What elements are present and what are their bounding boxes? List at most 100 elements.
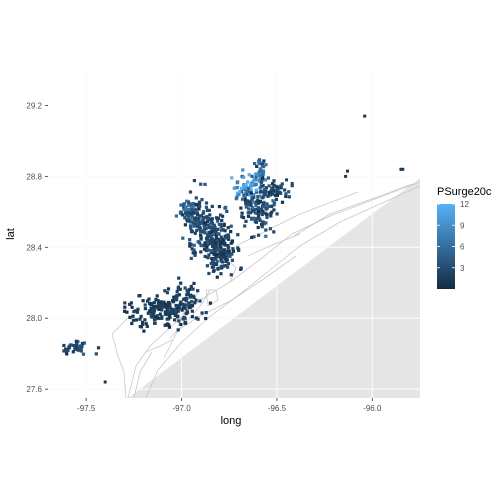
coastline-segment [111,317,129,399]
surge-point [177,319,181,323]
surge-point [197,217,201,221]
surge-point [225,258,229,262]
surge-point [241,168,245,172]
surge-point [188,224,193,228]
land-region-layer [128,178,420,398]
surge-point [184,213,188,217]
surge-point [265,212,269,216]
surge-point [167,325,171,329]
surge-point [200,311,204,315]
surge-point [213,241,217,245]
surge-point [229,224,233,228]
surge-point [270,192,275,196]
surge-point [144,322,148,326]
surge-point [275,193,279,197]
surge-point [179,322,183,326]
surge-point [264,234,268,238]
surge-point [248,183,252,187]
y-tick-label: 27.6 [26,385,42,394]
surge-point [198,200,202,204]
surge-point [214,235,218,240]
surge-point [252,235,256,239]
surge-point [190,220,194,224]
surge-point [171,308,175,312]
surge-point [258,194,262,198]
surge-point [246,186,250,190]
surge-point [344,174,348,178]
surge-point [132,310,136,314]
surge-point [178,302,182,306]
surge-point [220,252,224,257]
surge-point [154,304,158,308]
surge-point [248,193,252,197]
surge-point [188,190,193,194]
surge-point [202,229,206,233]
surge-point [246,199,250,203]
surge-point [261,172,265,176]
surge-point [143,307,147,311]
surge-point [238,190,242,194]
surge-point [187,216,191,220]
surge-point [279,184,283,188]
surge-point [210,231,214,235]
surge-point [204,236,209,241]
surge-point [223,229,227,233]
surge-point [264,221,268,225]
surge-point [207,208,211,212]
surge-point [196,317,200,321]
surge-point [227,235,231,239]
surge-point [172,295,176,299]
surge-point [264,228,268,232]
surge-point [212,258,216,262]
surge-point [199,182,203,186]
surge-point [173,298,177,302]
surge-point [268,204,272,209]
surge-point [240,186,244,190]
surge-point [236,233,240,237]
surge-point [123,309,127,313]
surge-point [217,238,221,242]
surge-point [208,238,212,243]
surge-point [250,206,255,210]
surge-point [203,182,207,186]
surge-point [249,187,253,191]
surge-point [287,195,291,199]
surge-point [165,309,169,313]
surge-point [163,323,167,327]
surge-point [259,189,263,194]
surge-point [235,186,240,190]
surge-point [230,176,234,180]
surge-point [146,311,150,315]
surge-point [72,343,76,348]
surge-point [235,181,239,185]
surge-point [189,293,193,297]
surge-point [254,188,258,192]
surge-point [253,217,257,221]
surge-point [213,251,217,255]
surge-point [209,220,213,224]
surge-point [183,216,187,220]
surge-point [185,199,189,203]
surge-point [247,173,251,177]
surge-point [168,305,172,309]
surge-point [249,216,254,220]
surge-point [154,297,158,302]
surge-point [201,218,205,222]
x-tick-label: -96.0 [363,404,382,413]
surge-point [134,318,139,322]
surge-point [260,207,264,211]
surge-point [255,217,259,221]
surge-point [269,212,273,216]
surge-point [280,182,284,186]
surge-point [194,196,198,200]
surge-point [222,222,226,226]
surge-point [226,244,230,248]
surge-point [80,345,84,349]
surge-point [194,208,198,212]
surge-point [215,275,219,279]
surge-point [222,242,226,246]
surge-point [173,318,177,322]
surge-point [183,303,187,307]
surge-point [229,273,233,277]
